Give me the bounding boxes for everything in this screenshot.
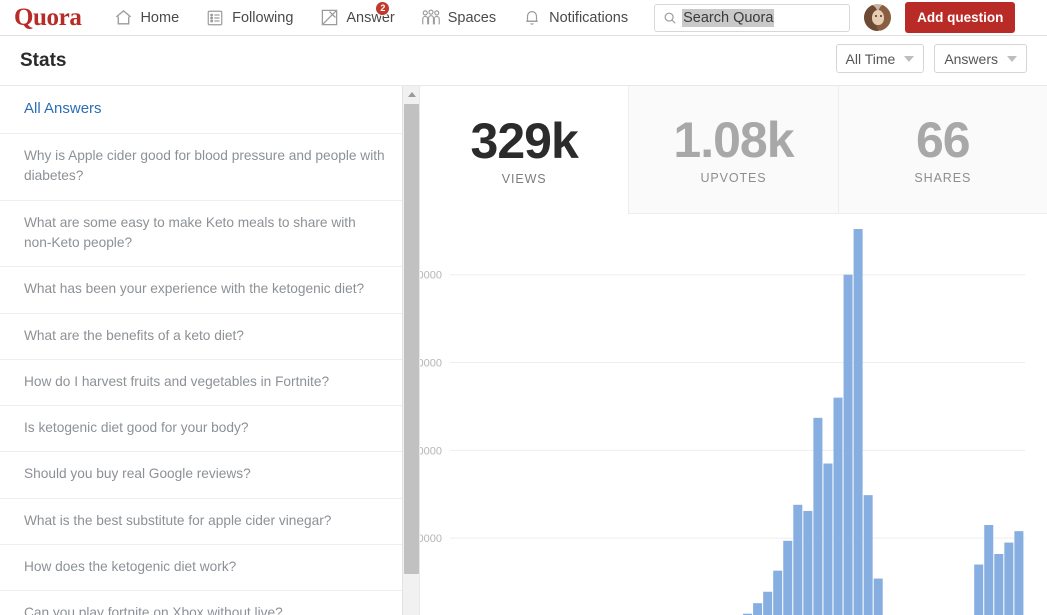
sidebar-scrollbar[interactable] [402, 86, 419, 615]
bar[interactable] [773, 570, 783, 615]
answer-notification-badge: 2 [375, 0, 391, 16]
list-item[interactable]: What are some easy to make Keto meals to… [0, 201, 403, 268]
list-item[interactable]: What is the best substitute for apple ci… [0, 499, 403, 545]
metric-upvotes[interactable]: 1.08k UPVOTES [628, 86, 838, 214]
list-item[interactable]: Can you play fortnite on Xbox without li… [0, 591, 403, 615]
content-type-label: Answers [944, 50, 998, 67]
bar[interactable] [984, 525, 994, 615]
chevron-down-icon [904, 55, 915, 62]
nav-item-following[interactable]: Following [205, 8, 293, 28]
stats-main-panel: 329k VIEWS 1.08k UPVOTES 66 SHARES 10000… [420, 86, 1047, 615]
list-item[interactable]: Is ketogenic diet good for your body? [0, 406, 403, 453]
avatar[interactable] [864, 4, 892, 31]
page-body: All Answers Why is Apple cider good for … [0, 85, 1047, 615]
bar[interactable] [873, 578, 883, 615]
bar[interactable] [803, 510, 813, 615]
bar[interactable] [1004, 542, 1014, 615]
bar[interactable] [793, 504, 803, 615]
search-icon [663, 11, 677, 25]
time-range-dropdown[interactable]: All Time [835, 44, 925, 73]
bar[interactable] [853, 229, 863, 615]
bar[interactable] [843, 274, 853, 615]
bar-chart-svg: 10000 20000 30000 40000 [420, 229, 1025, 615]
metric-shares[interactable]: 66 SHARES [837, 86, 1047, 214]
bar[interactable] [823, 463, 833, 615]
nav-label-spaces: Spaces [447, 9, 497, 26]
list-item[interactable]: How does the ketogenic diet work? [0, 545, 403, 592]
bar[interactable] [833, 397, 843, 615]
bar[interactable] [974, 564, 984, 615]
metric-shares-value: 66 [916, 112, 971, 168]
metric-upvotes-label: UPVOTES [700, 171, 767, 185]
bar[interactable] [994, 553, 1004, 615]
metric-cards: 329k VIEWS 1.08k UPVOTES 66 SHARES [420, 86, 1047, 214]
chevron-down-icon [1007, 55, 1017, 62]
bell-icon [522, 8, 542, 28]
nav-item-home[interactable]: Home [113, 8, 179, 28]
quora-logo[interactable]: Quora [14, 4, 82, 31]
nav-label-following: Following [232, 9, 294, 26]
search-input[interactable]: Search Quora [654, 3, 851, 32]
list-item[interactable]: How do I harvest fruits and vegetables i… [0, 360, 403, 407]
bar[interactable] [813, 417, 823, 615]
bar[interactable] [783, 540, 793, 615]
y-axis-tick-label: 20000 [420, 445, 442, 457]
avatar-eye-right [880, 15, 883, 17]
y-axis-tick-label: 10000 [420, 533, 442, 545]
avatar-eye-left [875, 15, 878, 17]
views-bar-chart[interactable]: 10000 20000 30000 40000 [420, 214, 1047, 615]
pencil-icon [319, 8, 339, 28]
people-icon [421, 8, 441, 28]
list-icon [205, 8, 225, 28]
metric-views-value: 329k [470, 112, 579, 169]
scroll-up-arrow-icon[interactable] [403, 86, 419, 103]
header-filters: All Time Answers [835, 44, 1027, 73]
list-item[interactable]: What has been your experience with the k… [0, 267, 403, 314]
nav-item-notifications[interactable]: Notifications [522, 8, 628, 28]
bar[interactable] [743, 613, 753, 615]
bar[interactable] [1014, 531, 1024, 615]
top-navigation-bar: Quora Home Following Answer 2 [0, 0, 1047, 36]
time-range-label: All Time [845, 50, 896, 67]
bar[interactable] [753, 603, 763, 615]
avatar-face [872, 10, 885, 25]
nav-item-spaces[interactable]: Spaces [421, 8, 496, 28]
answers-sidebar: All Answers Why is Apple cider good for … [0, 86, 420, 615]
page-title: Stats [20, 49, 67, 71]
answers-list: All Answers Why is Apple cider good for … [0, 86, 403, 615]
metric-views[interactable]: 329k VIEWS [420, 86, 629, 214]
list-item[interactable]: What are the benefits of a keto diet? [0, 314, 403, 360]
y-axis-tick-label: 30000 [420, 358, 442, 370]
metric-views-label: VIEWS [501, 171, 547, 186]
y-axis-tick-label: 40000 [420, 270, 442, 282]
content-type-dropdown[interactable]: Answers [934, 44, 1027, 73]
list-item[interactable]: Should you buy real Google reviews? [0, 452, 403, 499]
bar[interactable] [863, 495, 873, 615]
sidebar-item-all-answers[interactable]: All Answers [0, 86, 403, 135]
nav-item-answer[interactable]: Answer 2 [319, 0, 395, 28]
list-item[interactable]: Why is Apple cider good for blood pressu… [0, 134, 403, 201]
metric-shares-label: SHARES [914, 171, 972, 185]
home-icon [113, 8, 133, 28]
metric-upvotes-value: 1.08k [673, 112, 794, 168]
nav-label-home: Home [140, 9, 180, 26]
page-header: Stats All Time Answers [0, 36, 1047, 85]
nav-label-notifications: Notifications [549, 9, 629, 26]
scrollbar-thumb[interactable] [404, 104, 419, 574]
bar[interactable] [763, 591, 773, 615]
search-input-value: Search Quora [682, 8, 775, 27]
add-question-button[interactable]: Add question [905, 2, 1016, 33]
